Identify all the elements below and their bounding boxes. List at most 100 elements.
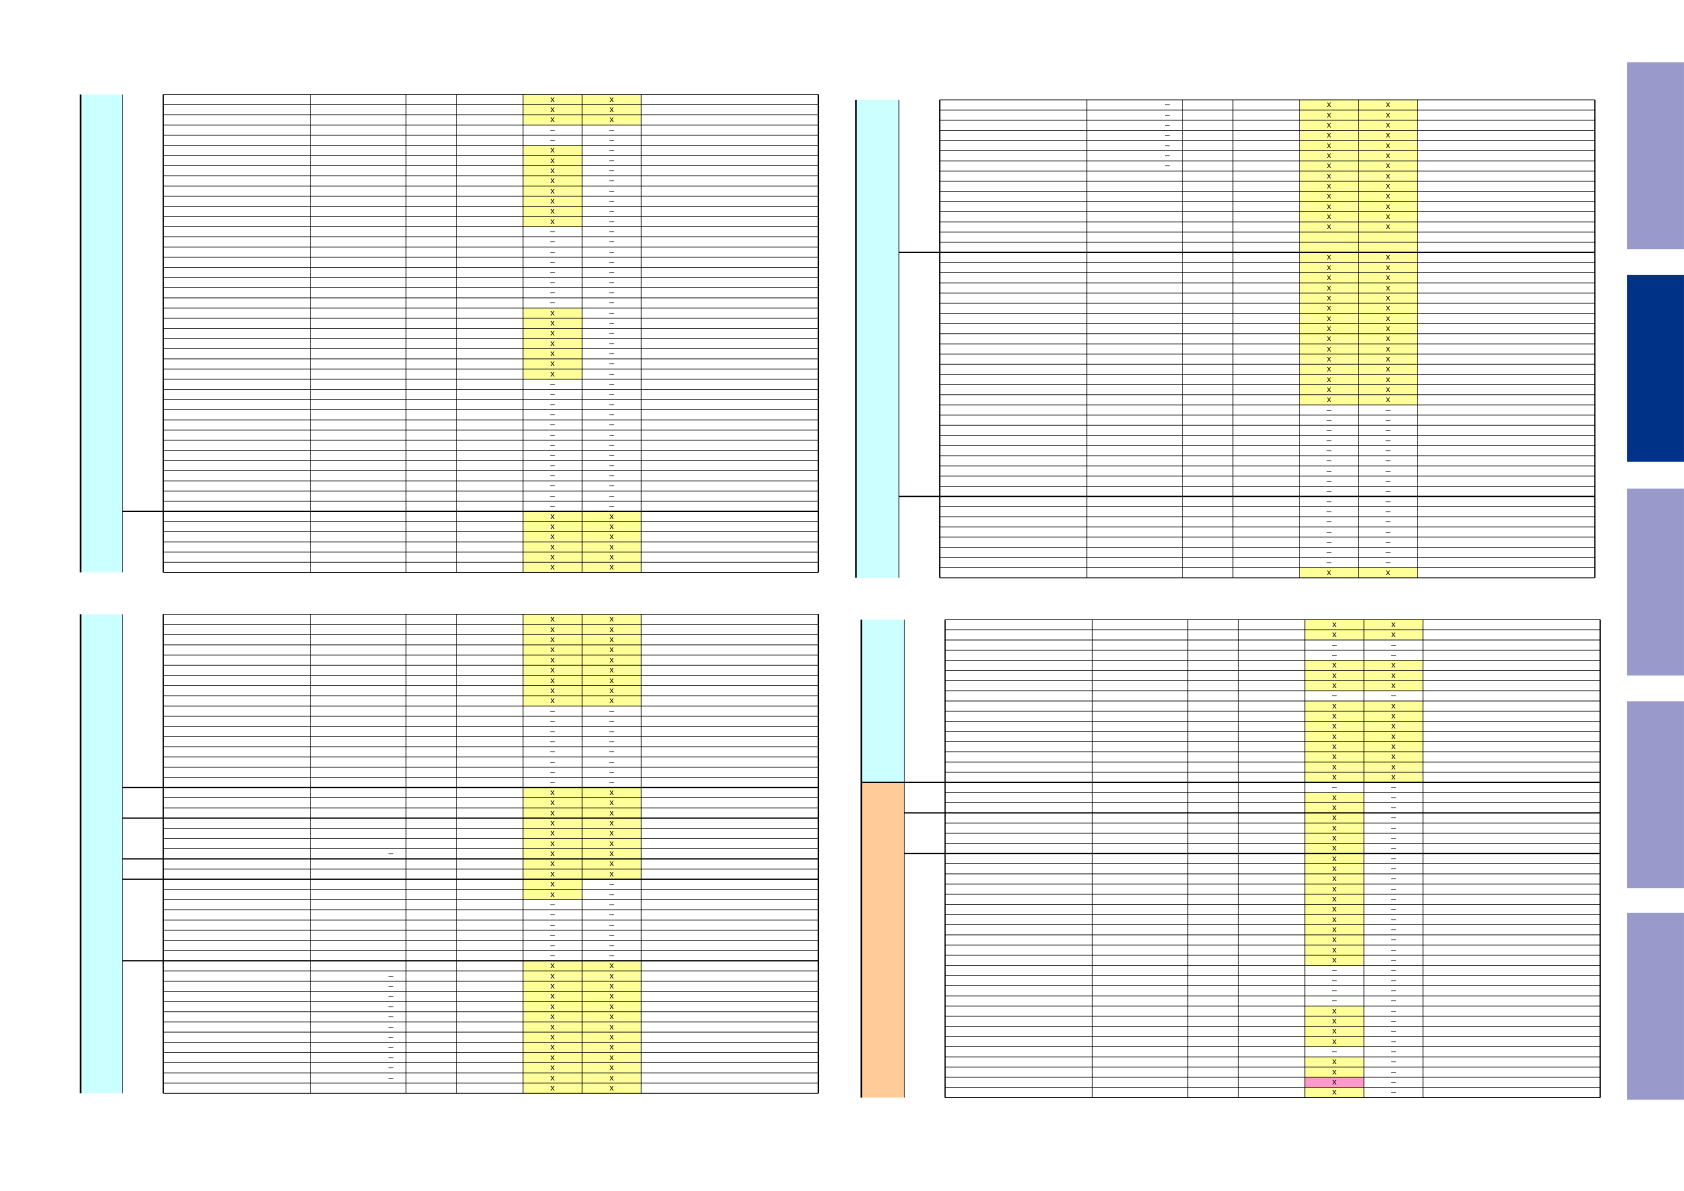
- side-tab[interactable]: [1627, 62, 1684, 250]
- cell-mark: –: [550, 736, 555, 746]
- cell-mark: –: [609, 389, 614, 399]
- cell-highlight: [523, 94, 583, 105]
- cell-mark: x: [1386, 292, 1391, 302]
- cell-highlight: [523, 828, 583, 839]
- cell-mark: –: [550, 930, 555, 940]
- cell-mark: x: [1391, 731, 1396, 741]
- cell-highlight: [1304, 1087, 1364, 1098]
- cell-mark: x: [1332, 1077, 1337, 1087]
- cell-highlight: [1304, 721, 1364, 732]
- cell-highlight: [523, 695, 583, 707]
- cell-mark: –: [550, 246, 555, 256]
- side-strip: [80, 94, 123, 573]
- cell-mark: x: [550, 1052, 555, 1062]
- cell-mark: x: [609, 685, 614, 695]
- cell-mark: x: [1391, 619, 1396, 629]
- cell-mark: –: [1165, 120, 1170, 130]
- cell-mark: x: [550, 817, 555, 827]
- cell-mark: x: [1332, 1066, 1337, 1076]
- cell-mark: x: [1327, 272, 1332, 282]
- cell-mark: x: [1327, 140, 1332, 150]
- cell-mark: x: [1327, 150, 1332, 160]
- cell-highlight: [582, 991, 642, 1002]
- cell-highlight: [1358, 171, 1418, 182]
- cell-highlight: [582, 685, 642, 696]
- cell-mark: –: [1391, 1005, 1396, 1015]
- cell-highlight: [1304, 619, 1364, 630]
- cell-mark: x: [550, 868, 555, 878]
- cell-highlight: [1299, 232, 1359, 243]
- cell-mark: –: [609, 501, 614, 511]
- cell-mark: x: [550, 328, 555, 338]
- cell-highlight: [1299, 394, 1359, 405]
- cell-mark: –: [1327, 547, 1332, 557]
- cell-mark: x: [1327, 567, 1332, 577]
- cell-mark: –: [609, 899, 614, 909]
- cell-mark: x: [609, 1031, 614, 1041]
- cell-mark: –: [550, 399, 555, 409]
- cell-mark: x: [550, 531, 555, 541]
- cell-highlight: [523, 114, 583, 126]
- cell-mark: x: [1391, 772, 1396, 782]
- cell-mark: –: [550, 746, 555, 756]
- cell-mark: –: [550, 470, 555, 480]
- cell-mark: x: [609, 970, 614, 980]
- cell-mark: –: [550, 226, 555, 236]
- cell-mark: –: [1327, 475, 1332, 485]
- cell-mark: x: [1391, 741, 1396, 751]
- cell-mark: –: [1386, 475, 1391, 485]
- side-tab-active[interactable]: [1627, 274, 1684, 462]
- cell-mark: x: [550, 348, 555, 358]
- cell-mark: –: [1391, 924, 1396, 934]
- cell-highlight: [1299, 181, 1359, 192]
- cell-mark: –: [1165, 99, 1170, 109]
- cell-highlight: [582, 1032, 642, 1043]
- cell-mark: –: [1386, 486, 1391, 496]
- cell-highlight: [582, 869, 642, 880]
- cell-mark: x: [1327, 282, 1332, 292]
- cell-mark: –: [1391, 944, 1396, 954]
- cell-highlight: [1304, 762, 1364, 773]
- cell-mark: x: [609, 1001, 614, 1011]
- cell-highlight: [523, 1083, 583, 1094]
- side-tab[interactable]: [1627, 912, 1684, 1100]
- cell-mark: x: [1386, 282, 1391, 292]
- cell-mark: x: [1391, 700, 1396, 710]
- cell-mark: x: [1332, 619, 1337, 629]
- cell-mark: –: [550, 277, 555, 287]
- cell-highlight: [523, 858, 583, 870]
- cell-mark: x: [1332, 731, 1337, 741]
- cell-highlight: [523, 186, 583, 197]
- cell-mark: x: [550, 624, 555, 634]
- cell-highlight: [1358, 343, 1418, 355]
- cell-mark: x: [1332, 955, 1337, 965]
- cell-mark: –: [389, 1021, 394, 1031]
- cell-mark: x: [609, 1052, 614, 1062]
- cell-mark: x: [1332, 822, 1337, 832]
- side-tab[interactable]: [1627, 701, 1684, 889]
- cell-mark: x: [609, 828, 614, 838]
- cell-mark: –: [389, 970, 394, 980]
- cell-mark: –: [609, 338, 614, 348]
- cell-mark: x: [550, 216, 555, 226]
- cell-highlight: [523, 970, 583, 982]
- cell-mark: x: [550, 858, 555, 868]
- cell-mark: x: [1327, 343, 1332, 353]
- cell-mark: –: [1327, 496, 1332, 506]
- cell-mark: –: [609, 307, 614, 317]
- cell-mark: x: [550, 970, 555, 980]
- cell-mark: –: [609, 909, 614, 919]
- cell-highlight: [523, 675, 583, 686]
- cell-mark: x: [1332, 751, 1337, 761]
- cell-highlight: [523, 511, 583, 522]
- cell-mark: –: [1391, 995, 1396, 1005]
- cell-mark: –: [609, 267, 614, 277]
- cell-mark: –: [389, 1052, 394, 1062]
- cell-highlight: [1358, 384, 1418, 395]
- cell-mark: –: [1391, 955, 1396, 965]
- side-tab[interactable]: [1627, 488, 1684, 676]
- cell-mark: –: [550, 450, 555, 460]
- cell-mark: –: [550, 379, 555, 389]
- cell-mark: –: [1391, 822, 1396, 832]
